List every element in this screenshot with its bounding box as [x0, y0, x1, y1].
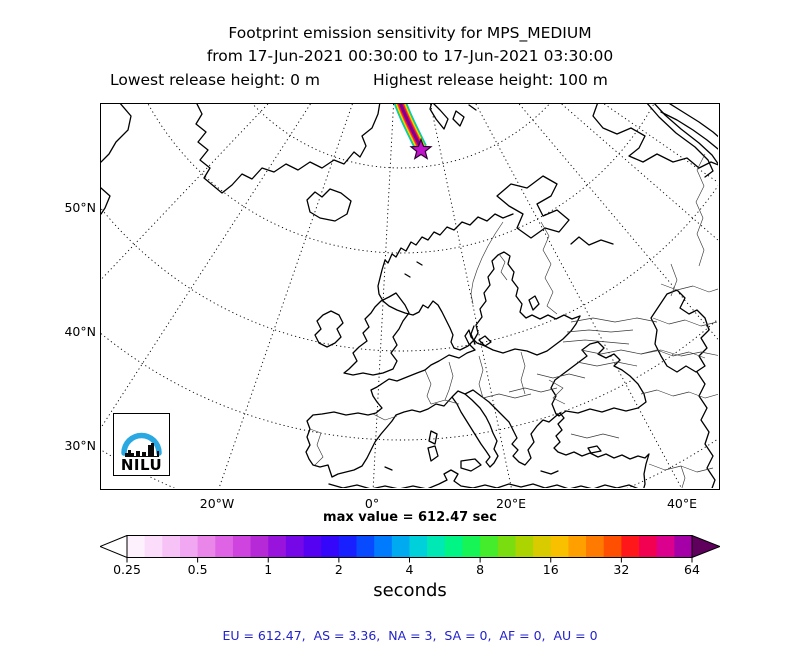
logo-arc-icon [121, 432, 162, 456]
colorbar-unit-label: seconds [373, 580, 447, 601]
title-line2: from 17-Jun-2021 00:30:00 to 17-Jun-2021… [206, 47, 614, 65]
lat-label-40N: 40°N [64, 324, 96, 339]
nilu-logo: NILU [113, 413, 170, 476]
title-line1: Footprint emission sensitivity for MPS_M… [228, 24, 592, 42]
lon-label-0: 20°W [199, 496, 235, 511]
logo-text: NILU [120, 456, 163, 474]
country-borders [309, 153, 722, 492]
lowest-release-label: Lowest release height: 0 m [110, 71, 321, 89]
colorbar-tick-4: 4 [405, 562, 414, 577]
map-panel: NILU [0, 0, 800, 536]
lon-label-1: 0° [364, 496, 380, 511]
graticule-gridlines [0, 0, 800, 536]
colorbar-tick-32: 32 [613, 562, 630, 577]
logo-skyline-icon [125, 443, 159, 457]
region-sums-footer: EU = 612.47, AS = 3.36, NA = 3, SA = 0, … [222, 628, 598, 643]
receptor-star-marker [409, 137, 433, 160]
colorbar-graphic [98, 534, 722, 563]
colorbar-tick-0.5: 0.5 [187, 562, 208, 577]
colorbar-tick-2: 2 [334, 562, 343, 577]
colorbar-tick-8: 8 [476, 562, 485, 577]
lat-label-50N: 50°N [64, 200, 96, 215]
colorbar [98, 534, 722, 565]
lon-label-2: 20°E [495, 496, 527, 511]
europe-map [0, 0, 800, 536]
colorbar-tick-64: 64 [684, 562, 700, 577]
nilu-logo-graphic [121, 432, 162, 457]
max-value-label: max value = 612.47 sec [323, 510, 497, 525]
colorbar-tick-1: 1 [264, 562, 273, 577]
colorbar-tick-0.25: 0.25 [113, 562, 141, 577]
lon-label-3: 40°E [666, 496, 698, 511]
coastlines [100, 101, 722, 492]
highest-release-label: Highest release height: 100 m [373, 71, 608, 89]
emission-plume [391, 94, 427, 151]
lat-label-30N: 30°N [64, 438, 96, 453]
colorbar-tick-16: 16 [542, 562, 559, 577]
